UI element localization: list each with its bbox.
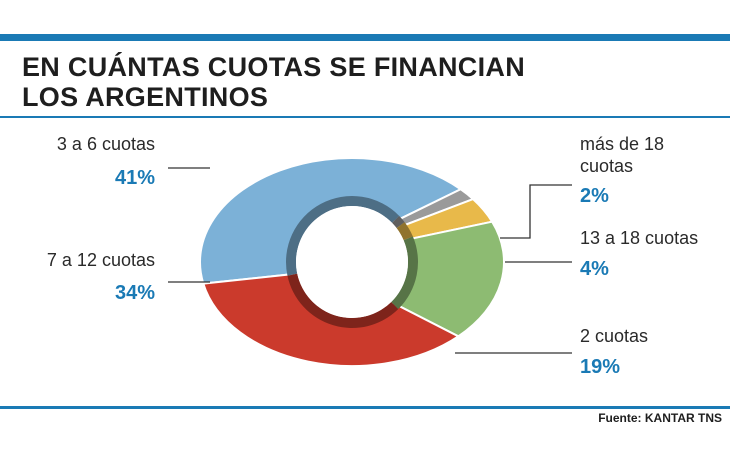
- leader-lines: [168, 167, 572, 354]
- slice-value-3-a-6: 41%: [115, 167, 155, 189]
- slice-label-13-a-18: 13 a 18 cuotas: [580, 228, 698, 248]
- inner-ring: [286, 196, 418, 328]
- slice-value-mas-de-18: 2%: [580, 185, 609, 207]
- slice-label-7-a-12: 7 a 12 cuotas: [47, 250, 155, 270]
- bottom-rule: [0, 406, 730, 409]
- slice-inner-shade-mas-de-18: [392, 215, 405, 229]
- slice-label-mas-de-18-1: más de 18: [580, 134, 664, 154]
- leader-line-mas-de-18: [500, 184, 572, 239]
- slice-label-mas-de-18-2: cuotas: [580, 156, 633, 176]
- source-note: Fuente: KANTAR TNS: [598, 411, 722, 425]
- slice-value-7-a-12: 34%: [115, 282, 155, 304]
- slice-label-3-a-6: 3 a 6 cuotas: [57, 134, 155, 154]
- slice-inner-shade-2-cuotas: [391, 236, 418, 310]
- donut-hole: [296, 206, 408, 318]
- slice-label-2-cuotas: 2 cuotas: [580, 326, 648, 346]
- slice-value-13-a-18: 4%: [580, 258, 609, 280]
- title-line-1: EN CUÁNTAS CUOTAS SE FINANCIAN: [22, 52, 526, 82]
- top-rule: [0, 34, 730, 41]
- chart-title: EN CUÁNTAS CUOTAS SE FINANCIAN LOS ARGEN…: [22, 52, 642, 112]
- slice-value-2-cuotas: 19%: [580, 356, 620, 378]
- slice-inner-shade-3-a-6: [286, 196, 400, 276]
- slice-inner-shade-13-a-18: [396, 222, 413, 241]
- title-rule: [0, 116, 730, 118]
- slice-inner-shade-7-a-12: [287, 273, 399, 328]
- title-line-2: LOS ARGENTINOS: [22, 82, 269, 112]
